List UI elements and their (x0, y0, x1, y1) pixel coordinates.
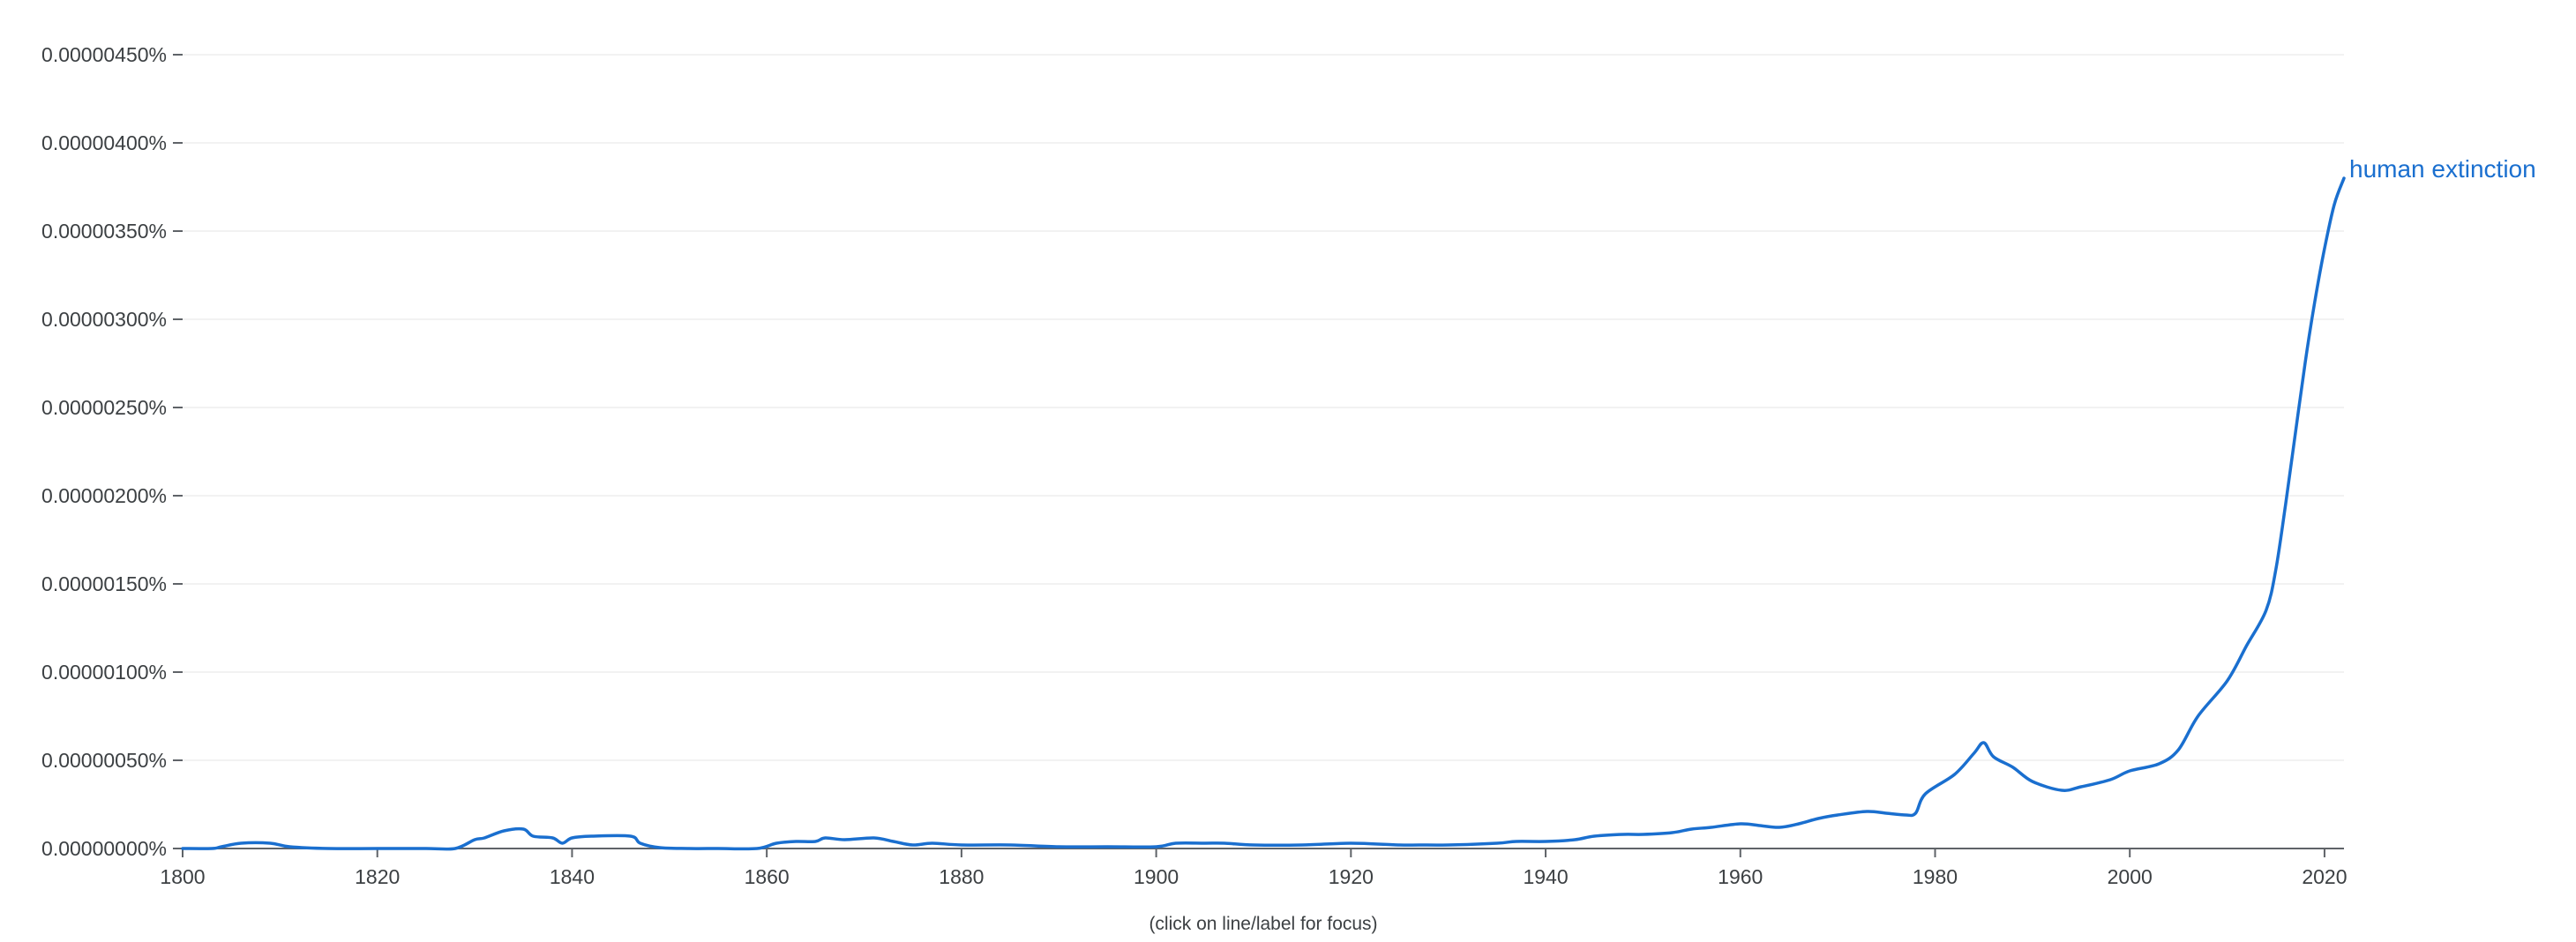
x-axis: 1800 1820 1840 1860 1880 1900 1920 1940 1960 1980… (160, 848, 2348, 888)
x-tick-label: 1920 (1329, 865, 1374, 888)
grid-layer (183, 54, 2344, 761)
y-tick-label: 0.00000050% (41, 749, 167, 772)
x-tick-label: 1900 (1134, 865, 1179, 888)
y-tick-label: 0.00000000% (41, 837, 167, 860)
y-tick-label: 0.00000250% (41, 396, 167, 419)
x-tick-label: 1940 (1523, 865, 1568, 888)
x-tick-label: 1840 (550, 865, 595, 888)
x-tick-label: 2020 (2302, 865, 2347, 888)
series-layer: human extinction (181, 155, 2536, 851)
y-axis: 0.00000000% 0.00000050% 0.00000100% 0.00000… (41, 43, 183, 860)
series-line-human-extinction[interactable] (181, 176, 2346, 851)
y-tick-label: 0.00000400% (41, 131, 167, 154)
y-tick-label: 0.00000450% (41, 43, 167, 66)
y-tick-label: 0.00000200% (41, 484, 167, 507)
x-tick-label: 1880 (939, 865, 984, 888)
y-tick-label: 0.00000150% (41, 572, 167, 595)
y-tick-label: 0.00000100% (41, 661, 167, 684)
x-tick-label: 2000 (2108, 865, 2153, 888)
footer-note: (click on line/label for focus) (1149, 914, 1377, 934)
x-tick-label: 1800 (160, 865, 205, 888)
x-tick-label: 1980 (1913, 865, 1958, 888)
y-tick-label: 0.00000300% (41, 308, 167, 331)
x-tick-label: 1820 (355, 865, 400, 888)
x-tick-label: 1960 (1718, 865, 1763, 888)
x-tick-label: 1860 (745, 865, 790, 888)
y-tick-label: 0.00000350% (41, 220, 167, 243)
series-label-human-extinction[interactable]: human extinction (2349, 155, 2536, 183)
